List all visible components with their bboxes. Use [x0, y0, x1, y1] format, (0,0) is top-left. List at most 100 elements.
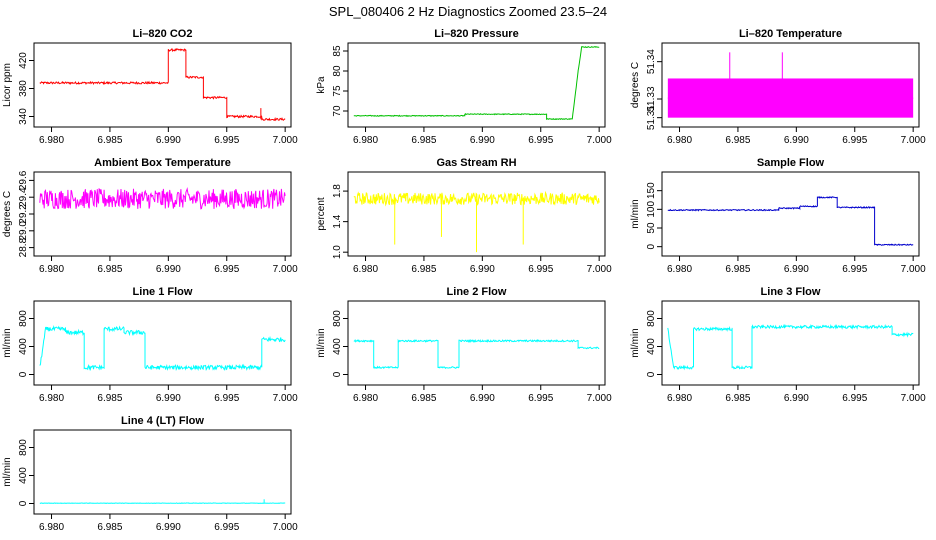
panel-4-series-1: [39, 187, 286, 210]
panel-6-xtick-label-5: 7.000: [901, 264, 926, 275]
panel-9-series-1: [667, 323, 914, 371]
panel-3-title: Li–820 Temperature: [739, 28, 842, 40]
panel-8-ytick-label-3: 800: [332, 310, 343, 327]
panel-5: Gas Stream RH percent 6.980 6.985 6.990 6.995…: [316, 157, 612, 275]
panel-2-ytick-label-3: 80: [332, 65, 343, 77]
panel-3-xtick-label-1: 6.980: [667, 135, 692, 146]
panel-8-frame: [347, 300, 606, 386]
panel-1-ylabel: Licor ppm: [2, 63, 13, 107]
panel-9-xtick-label-1: 6.980: [667, 393, 692, 404]
panel-10-frame: [33, 429, 292, 515]
panel-1-xtick-label-2: 6.985: [97, 135, 122, 146]
panel-3-xtick-label-3: 6.990: [784, 135, 809, 146]
panel-10-xtick-label-5: 7.000: [273, 522, 298, 533]
panel-1-xtick-label-3: 6.990: [156, 135, 181, 146]
panel-4-line: [39, 187, 286, 210]
panel-8-series-1: [353, 338, 600, 370]
panel-1-xtick-label-5: 7.000: [273, 135, 298, 146]
panel-10-ytick-label-2: 400: [18, 467, 29, 484]
panel-6-xtick-label-3: 6.990: [784, 264, 809, 275]
panel-1-ytick-label-3: 420: [18, 52, 29, 69]
panel-2-xtick-label-2: 6.985: [411, 135, 436, 146]
panel-10-series-1: [39, 499, 286, 504]
panel-9-frame: [661, 300, 920, 386]
panel-2-ytick-label-1: 70: [332, 105, 343, 117]
panel-5-series-1: [353, 190, 600, 253]
panel-4-frame: [33, 171, 292, 257]
panel-6-title: Sample Flow: [757, 157, 825, 169]
panel-3-xtick-label-2: 6.985: [725, 135, 750, 146]
panel-8-xtick-label-5: 7.000: [587, 393, 612, 404]
panel-6-line: [667, 195, 914, 247]
panel-7-title: Line 1 Flow: [133, 286, 193, 298]
panel-8-line: [353, 338, 600, 370]
panel-8: Line 2 Flow ml/min 6.980 6.985 6.990 6.995 7.0…: [316, 286, 612, 404]
panel-6-xtick-label-2: 6.985: [725, 264, 750, 275]
panel-2-ylabel: kPa: [316, 76, 327, 94]
panel-1-title: Li–820 CO2: [133, 28, 193, 40]
panel-5-ytick-label-1: 1.0: [332, 245, 343, 259]
panel-7: Line 1 Flow ml/min 6.980 6.985 6.990 6.995 7.0…: [2, 286, 298, 404]
panel-6-ytick-label-1: 0: [646, 243, 657, 249]
panel-10-xtick-label-4: 6.995: [214, 522, 239, 533]
panel-5-xtick-label-2: 6.985: [411, 264, 436, 275]
panel-1-ytick-label-1: 340: [18, 108, 29, 125]
panel-9-xtick-label-2: 6.985: [725, 393, 750, 404]
panel-7-ylabel: ml/min: [2, 328, 13, 357]
panel-7-xtick-label-2: 6.985: [97, 393, 122, 404]
panel-7-xtick-label-5: 7.000: [273, 393, 298, 404]
panel-8-xtick-label-3: 6.990: [470, 393, 495, 404]
panel-10-line: [39, 502, 286, 504]
panel-9: Line 3 Flow ml/min 6.980 6.985 6.990 6.995 7.0…: [630, 286, 926, 404]
panel-5-ytick-label-3: 1.8: [332, 184, 343, 198]
panel-3-series-1: [667, 52, 914, 118]
panel-9-ylabel: ml/min: [630, 328, 641, 357]
panel-2-ytick-label-2: 75: [332, 85, 343, 97]
panel-3-ytick-label-2: 51.33: [646, 86, 657, 111]
panel-4-xtick-label-2: 6.985: [97, 264, 122, 275]
panel-4-title: Ambient Box Temperature: [94, 157, 231, 169]
panel-2-xtick-label-3: 6.990: [470, 135, 495, 146]
panel-10-xtick-label-3: 6.990: [156, 522, 181, 533]
panel-6: Sample Flow ml/min 6.980 6.985 6.990 6.995 7.0…: [630, 157, 926, 275]
panel-4-ytick-label-4: 29.4: [18, 187, 29, 207]
panel-10: Line 4 (LT) Flow ml/min 6.980 6.985 6.990 6.9…: [2, 415, 298, 533]
panel-1-frame: [33, 42, 292, 128]
panel-8-title: Line 2 Flow: [447, 286, 507, 298]
panel-9-xtick-label-3: 6.990: [784, 393, 809, 404]
panel-2-line: [353, 45, 600, 121]
panel-5-xtick-label-1: 6.980: [353, 264, 378, 275]
panel-1-line: [39, 48, 286, 122]
panel-7-ytick-label-3: 800: [18, 310, 29, 327]
panel-10-xtick-label-2: 6.985: [97, 522, 122, 533]
panel-1-xtick-label-4: 6.995: [214, 135, 239, 146]
panel-grid: Li–820 CO2 Licor ppm 6.980 6.985 6.990 6.995 7…: [2, 28, 926, 533]
panel-9-xtick-label-4: 6.995: [842, 393, 867, 404]
panel-9-ytick-label-2: 400: [646, 338, 657, 355]
panel-10-ytick-label-3: 800: [18, 439, 29, 456]
panel-9-line: [667, 323, 914, 371]
panel-2-series-1: [353, 45, 600, 121]
panel-2-title: Li–820 Pressure: [434, 28, 518, 40]
panel-10-ytick-label-1: 0: [18, 500, 29, 506]
panel-6-series-1: [667, 195, 914, 247]
panel-8-ytick-label-2: 400: [332, 338, 343, 355]
panel-7-ytick-label-2: 400: [18, 338, 29, 355]
panel-6-ylabel: ml/min: [630, 199, 641, 228]
panel-5-xtick-label-5: 7.000: [587, 264, 612, 275]
panel-5-xtick-label-3: 6.990: [470, 264, 495, 275]
panel-9-title: Line 3 Flow: [761, 286, 821, 298]
panel-4-ytick-label-5: 29.6: [18, 170, 29, 190]
panel-10-xtick-label-1: 6.980: [39, 522, 64, 533]
panel-10-ylabel: ml/min: [2, 457, 13, 486]
panel-4-ytick-label-1: 28.8: [18, 237, 29, 257]
panel-9-ytick-label-1: 0: [646, 371, 657, 377]
panel-7-frame: [33, 300, 292, 386]
panel-2-ytick-label-4: 85: [332, 45, 343, 57]
panel-3-ylabel: degrees C: [630, 62, 641, 108]
panel-5-xtick-label-4: 6.995: [528, 264, 553, 275]
panel-7-ytick-label-1: 0: [18, 371, 29, 377]
panel-3-xtick-label-5: 7.000: [901, 135, 926, 146]
panel-6-ytick-label-2: 50: [646, 222, 657, 234]
panel-7-xtick-label-4: 6.995: [214, 393, 239, 404]
